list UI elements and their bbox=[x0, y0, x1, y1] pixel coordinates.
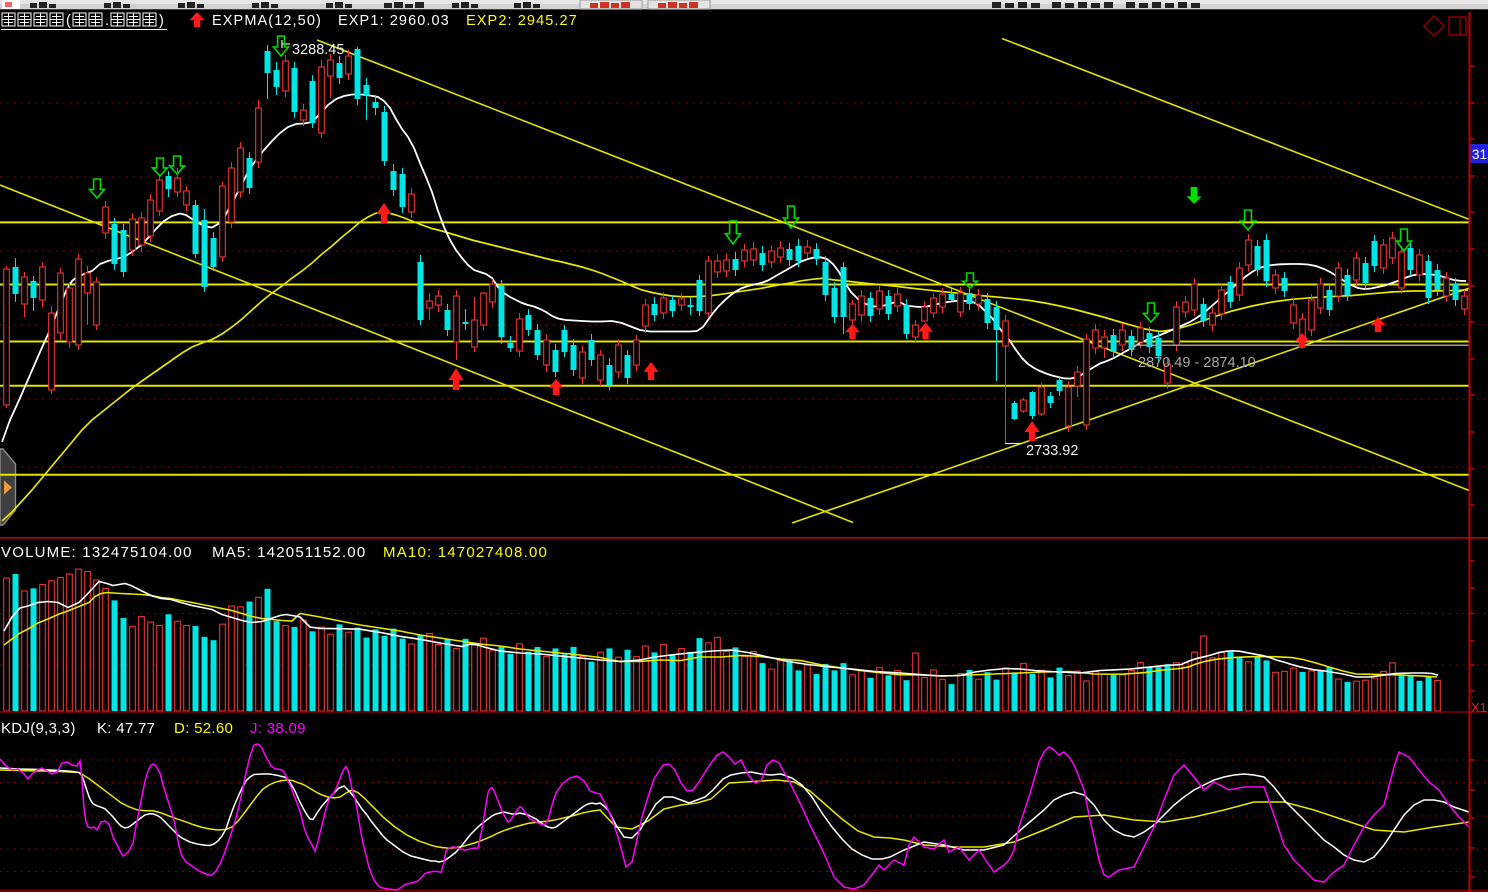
svg-text:D: 52.60: D: 52.60 bbox=[174, 720, 233, 737]
svg-text:2733.92: 2733.92 bbox=[1026, 443, 1078, 459]
svg-text:): ) bbox=[159, 13, 164, 29]
svg-text:K: 47.77: K: 47.77 bbox=[97, 720, 155, 737]
svg-text:EXP1: 2960.03: EXP1: 2960.03 bbox=[338, 13, 450, 29]
svg-text:31: 31 bbox=[1472, 147, 1487, 162]
svg-text:2870.49 - 2874.10: 2870.49 - 2874.10 bbox=[1138, 355, 1256, 371]
svg-text:.: . bbox=[105, 13, 109, 29]
svg-text:(: ( bbox=[66, 13, 71, 29]
svg-text:EXPMA(12,50): EXPMA(12,50) bbox=[212, 13, 322, 29]
svg-text:J: 38.09: J: 38.09 bbox=[250, 720, 306, 737]
svg-text:MA5: 142051152.00: MA5: 142051152.00 bbox=[212, 544, 366, 561]
svg-text:MA10: 147027408.00: MA10: 147027408.00 bbox=[383, 544, 548, 561]
svg-text:X1: X1 bbox=[1471, 700, 1487, 715]
svg-text:EXP2: 2945.27: EXP2: 2945.27 bbox=[466, 13, 578, 29]
svg-text:3288.45: 3288.45 bbox=[292, 42, 344, 58]
svg-text:VOLUME: 132475104.00: VOLUME: 132475104.00 bbox=[1, 544, 193, 561]
svg-text:KDJ(9,3,3): KDJ(9,3,3) bbox=[1, 720, 76, 737]
